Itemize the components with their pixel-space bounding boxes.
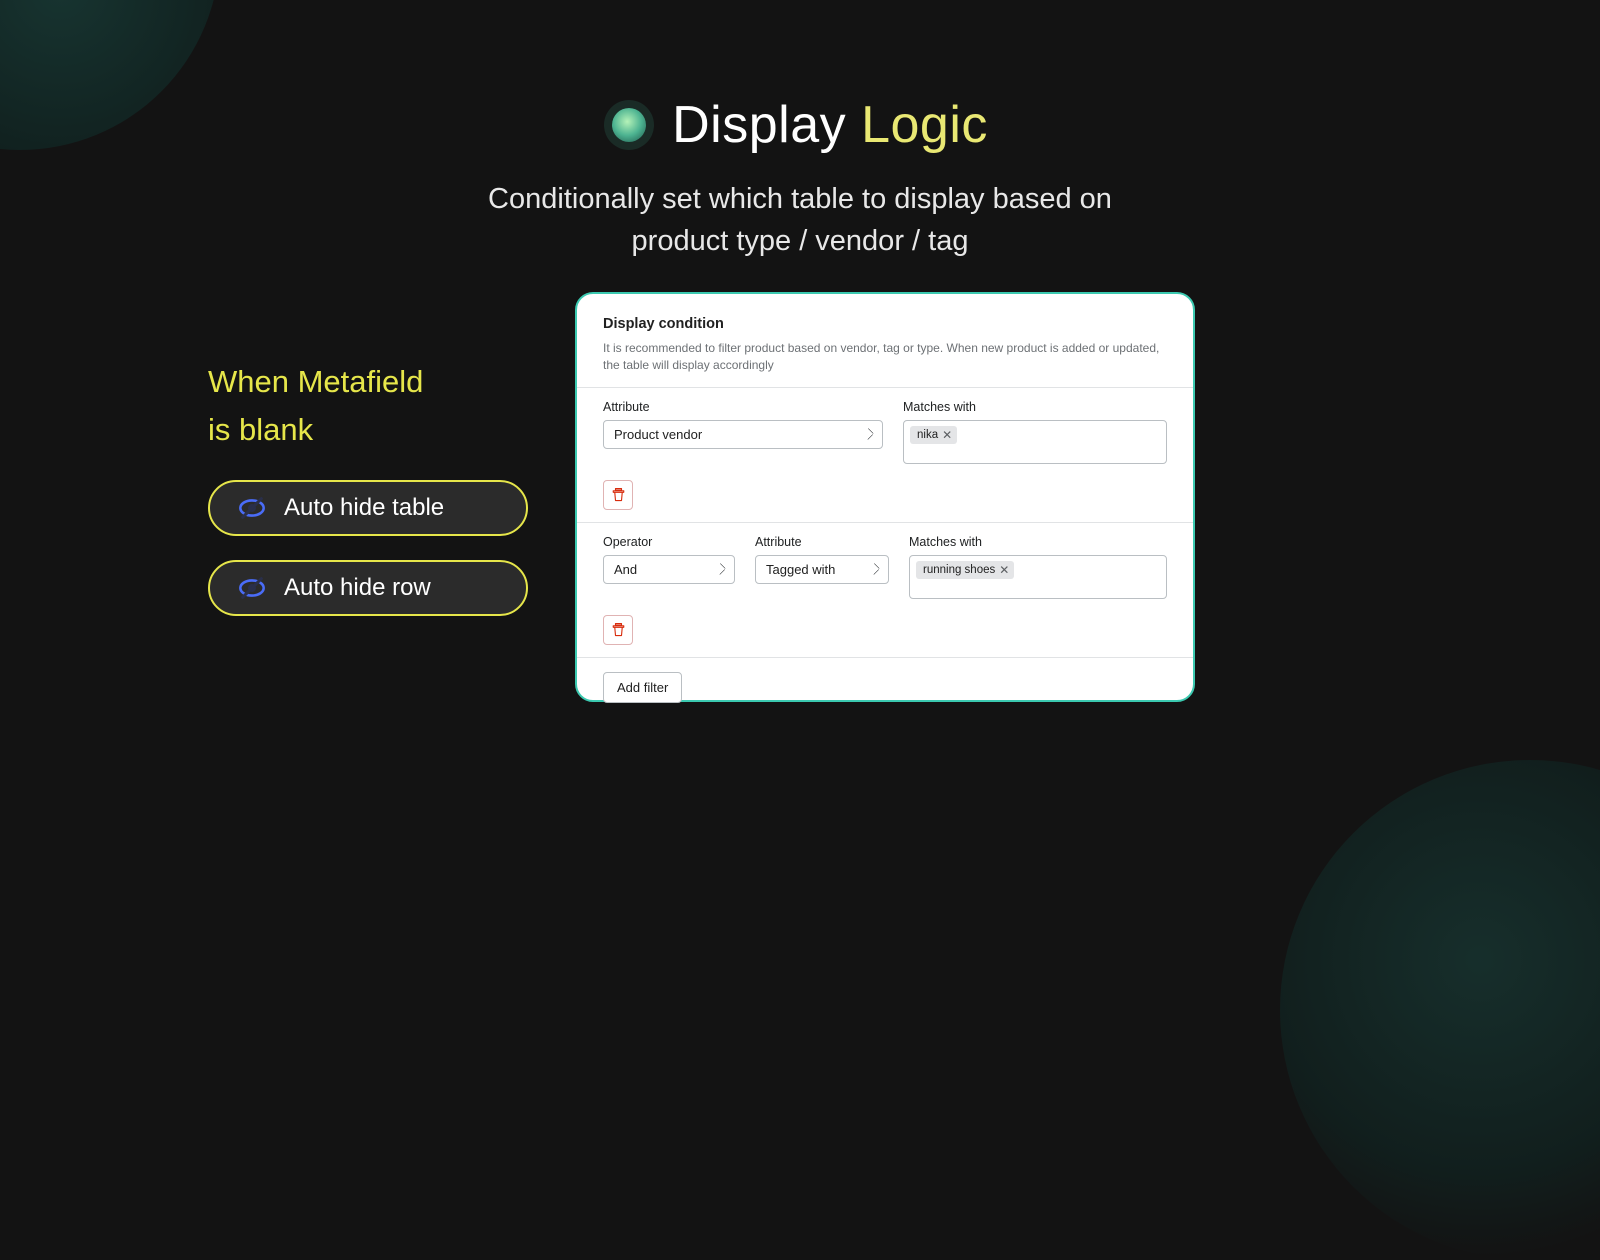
- card-help-text: It is recommended to filter product base…: [603, 340, 1167, 375]
- matches-label-2: Matches with: [909, 535, 1167, 549]
- attribute-select[interactable]: Product vendor: [603, 420, 883, 449]
- display-condition-card: Display condition It is recommended to f…: [575, 292, 1195, 702]
- filter-row-2: Operator And Attribute Tagged with Match…: [603, 523, 1167, 609]
- operator-select[interactable]: And: [603, 555, 735, 584]
- matches-input-2[interactable]: running shoes ✕: [909, 555, 1167, 599]
- tag-text: running shoes: [923, 564, 995, 576]
- dot-icon: [612, 108, 646, 142]
- hero-title-part1: Display: [672, 96, 846, 154]
- trash-icon: [611, 487, 626, 502]
- hero-title: Display Logic: [0, 95, 1600, 155]
- matches-field-2: Matches with running shoes ✕: [909, 535, 1167, 599]
- tag-chip: nika ✕: [910, 426, 957, 444]
- left-feature-block: When Metafield is blank Auto hide table …: [208, 358, 538, 640]
- attribute-label-2: Attribute: [755, 535, 889, 549]
- card-title: Display condition: [603, 316, 1167, 332]
- add-filter-button[interactable]: Add filter: [603, 672, 682, 703]
- attribute-label: Attribute: [603, 400, 883, 414]
- left-heading: When Metafield is blank: [208, 358, 538, 454]
- remove-tag-icon[interactable]: ✕: [942, 428, 952, 442]
- bg-gradient-bottom-right: [1280, 760, 1600, 1260]
- filter-row-1: Attribute Product vendor Matches with ni…: [603, 388, 1167, 474]
- matches-input[interactable]: nika ✕: [903, 420, 1167, 464]
- auto-hide-table-label: Auto hide table: [284, 494, 444, 522]
- auto-hide-row-button[interactable]: Auto hide row: [208, 560, 528, 616]
- tag-text: nika: [917, 429, 938, 441]
- attribute-field-2: Attribute Tagged with: [755, 535, 889, 599]
- operator-field: Operator And: [603, 535, 735, 599]
- remove-tag-icon[interactable]: ✕: [999, 563, 1009, 577]
- hero-title-part2: Logic: [861, 96, 988, 154]
- attribute-select-2[interactable]: Tagged with: [755, 555, 889, 584]
- tag-chip: running shoes ✕: [916, 561, 1014, 579]
- trash-icon: [611, 622, 626, 637]
- eye-slash-icon: [238, 494, 266, 522]
- delete-filter-button[interactable]: [603, 480, 633, 510]
- operator-label: Operator: [603, 535, 735, 549]
- matches-label: Matches with: [903, 400, 1167, 414]
- hero-subtitle: Conditionally set which table to display…: [0, 178, 1600, 262]
- delete-filter-button-2[interactable]: [603, 615, 633, 645]
- eye-slash-icon: [238, 574, 266, 602]
- auto-hide-row-label: Auto hide row: [284, 574, 431, 602]
- auto-hide-table-button[interactable]: Auto hide table: [208, 480, 528, 536]
- divider: [577, 657, 1193, 658]
- attribute-field: Attribute Product vendor: [603, 400, 883, 464]
- matches-field: Matches with nika ✕: [903, 400, 1167, 464]
